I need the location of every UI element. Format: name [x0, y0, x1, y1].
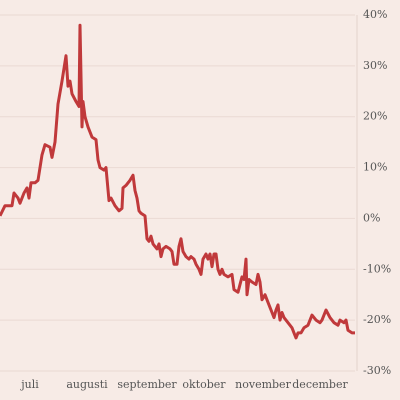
y-tick-label: 0%	[363, 211, 380, 224]
y-tick-label: 10%	[363, 161, 387, 174]
y-tick-label: 20%	[363, 110, 387, 123]
x-tick-label: september	[117, 378, 177, 391]
x-tick-label: december	[292, 378, 348, 391]
y-tick-label: 30%	[363, 59, 387, 72]
line	[0, 23, 355, 340]
y-tick-label: -20%	[363, 313, 391, 326]
x-tick-label: november	[235, 378, 291, 391]
y-tick-label: -30%	[363, 364, 391, 377]
y-tick-label: 40%	[363, 8, 387, 21]
y-tick-label: -10%	[363, 262, 391, 275]
x-tick-label: augusti	[66, 378, 108, 391]
x-tick-label: juli	[19, 378, 39, 391]
x-tick-label: oktober	[182, 378, 226, 391]
